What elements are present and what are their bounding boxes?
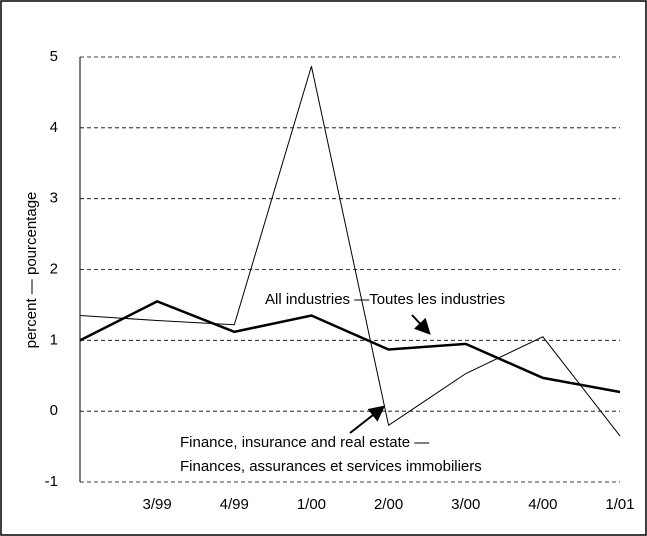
x-tick-label: 1/00 <box>297 496 326 513</box>
annotation: All industries —Toutes les industries <box>265 291 505 308</box>
y-tick-label: 5 <box>50 48 58 65</box>
y-axis-label: percent — pourcentage <box>23 192 40 349</box>
arrow <box>411 314 431 335</box>
arrow <box>349 405 386 434</box>
y-tick-label: 3 <box>50 190 58 207</box>
series-line <box>79 300 621 394</box>
y-tick-label: -1 <box>45 473 58 490</box>
x-tick-label: 4/00 <box>528 496 557 513</box>
y-tick-label: 2 <box>50 260 58 277</box>
annotation: Finances, assurances et services immobil… <box>180 458 482 475</box>
x-tick-label: 4/99 <box>220 496 249 513</box>
y-tick-label: 4 <box>50 119 58 136</box>
y-tick-label: 0 <box>50 402 58 419</box>
x-tick-label: 3/99 <box>143 496 172 513</box>
series-line <box>79 66 621 437</box>
annotation: Finance, insurance and real estate — <box>180 434 429 451</box>
y-tick-label: 1 <box>50 331 58 348</box>
x-tick-label: 1/01 <box>605 496 634 513</box>
x-tick-label: 2/00 <box>374 496 403 513</box>
x-tick-label: 3/00 <box>451 496 480 513</box>
